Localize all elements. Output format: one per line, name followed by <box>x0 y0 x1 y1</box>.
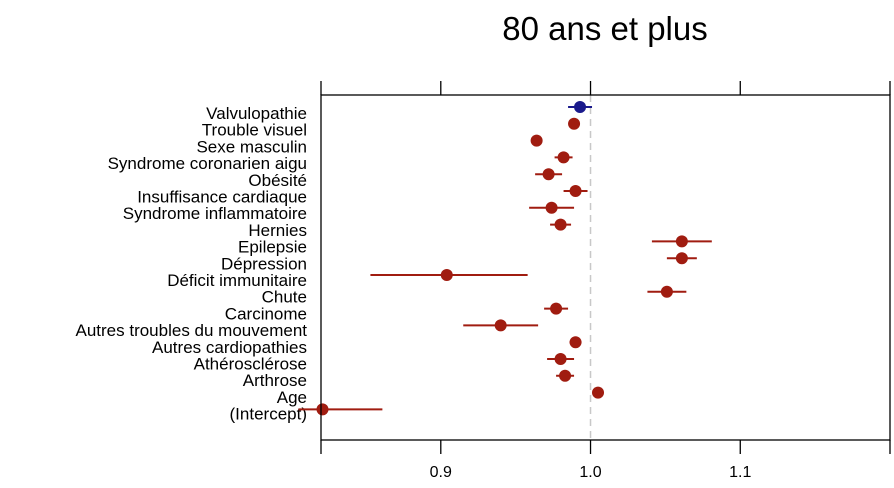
estimate-point <box>316 403 329 416</box>
chart-title: 80 ans et plus <box>502 10 708 47</box>
y-label: Syndrome coronarien aigu <box>108 154 307 173</box>
y-label: Déficit immunitaire <box>167 271 307 290</box>
estimate-point <box>592 386 605 399</box>
estimate-point <box>574 101 587 113</box>
estimate-point <box>569 185 582 197</box>
estimate-point <box>542 168 555 181</box>
estimate-point <box>530 134 543 147</box>
estimate-point <box>554 353 567 365</box>
estimate-point <box>568 117 581 130</box>
x-tick-label: 1.0 <box>579 464 601 481</box>
estimate-point <box>660 285 673 298</box>
y-label: Chute <box>262 288 307 307</box>
y-label: Valvulopathie <box>206 104 307 123</box>
y-label: Syndrome inflammatoire <box>123 204 307 223</box>
estimate-point <box>557 151 570 164</box>
data-marks <box>298 101 712 416</box>
estimate-point <box>545 201 558 214</box>
y-label: Trouble visuel <box>202 121 307 140</box>
y-label: Epilepsie <box>238 238 307 257</box>
y-label: Sexe masculin <box>196 137 307 156</box>
x-axis-ticks: 0.9 1.0 1.1 <box>320 81 891 481</box>
x-tick-label: 1.1 <box>729 464 751 481</box>
y-label: Insuffisance cardiaque <box>137 188 307 207</box>
y-label: Hernies <box>248 221 307 240</box>
y-label: Autres cardiopathies <box>152 338 307 357</box>
plot-frame <box>320 94 891 441</box>
estimate-point <box>440 269 453 281</box>
y-label: (Intercept) <box>230 405 307 424</box>
y-label: Arthrose <box>243 371 307 390</box>
y-label: Dépression <box>221 254 307 273</box>
estimate-point <box>554 218 567 231</box>
estimate-point <box>559 369 572 382</box>
y-label: Athérosclérose <box>194 355 307 374</box>
y-label: Carcinome <box>225 304 307 323</box>
y-label: Age <box>277 388 307 407</box>
y-label: Obésité <box>248 171 307 190</box>
estimate-point <box>675 252 688 265</box>
estimate-point <box>675 235 688 248</box>
estimate-point <box>550 302 563 315</box>
x-tick-label: 0.9 <box>430 464 452 481</box>
estimate-point <box>494 319 507 332</box>
estimate-point <box>569 336 582 349</box>
y-label: Autres troubles du mouvement <box>75 321 307 340</box>
